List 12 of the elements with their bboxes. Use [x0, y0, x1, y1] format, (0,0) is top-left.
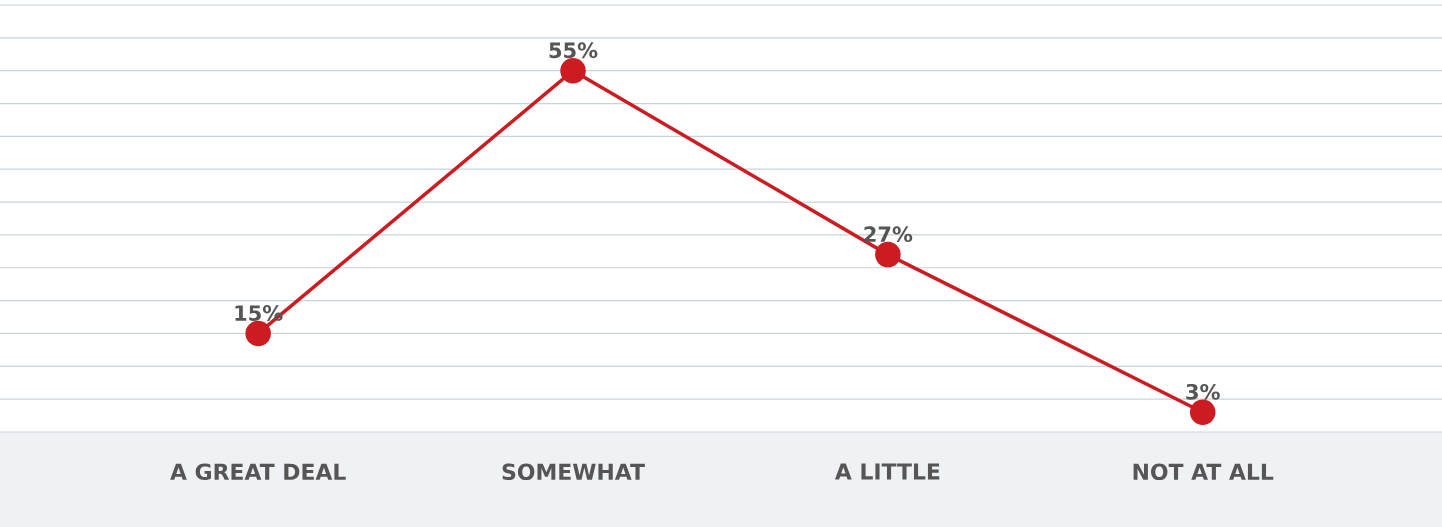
x-tick-label: A LITTLE	[834, 463, 940, 480]
data-label: 27%	[864, 226, 913, 243]
data-label: 55%	[549, 42, 598, 59]
x-tick-label: NOT AT ALL	[1133, 463, 1274, 481]
data-label: 3%	[1186, 383, 1220, 400]
x-tick-label: A GREAT DEAL	[170, 463, 346, 481]
x-tick-label: SOMEWHAT	[502, 463, 645, 481]
point	[1189, 399, 1216, 426]
point	[560, 57, 586, 84]
point	[875, 241, 901, 268]
point	[245, 320, 271, 347]
data-label: 15%	[235, 305, 283, 321]
